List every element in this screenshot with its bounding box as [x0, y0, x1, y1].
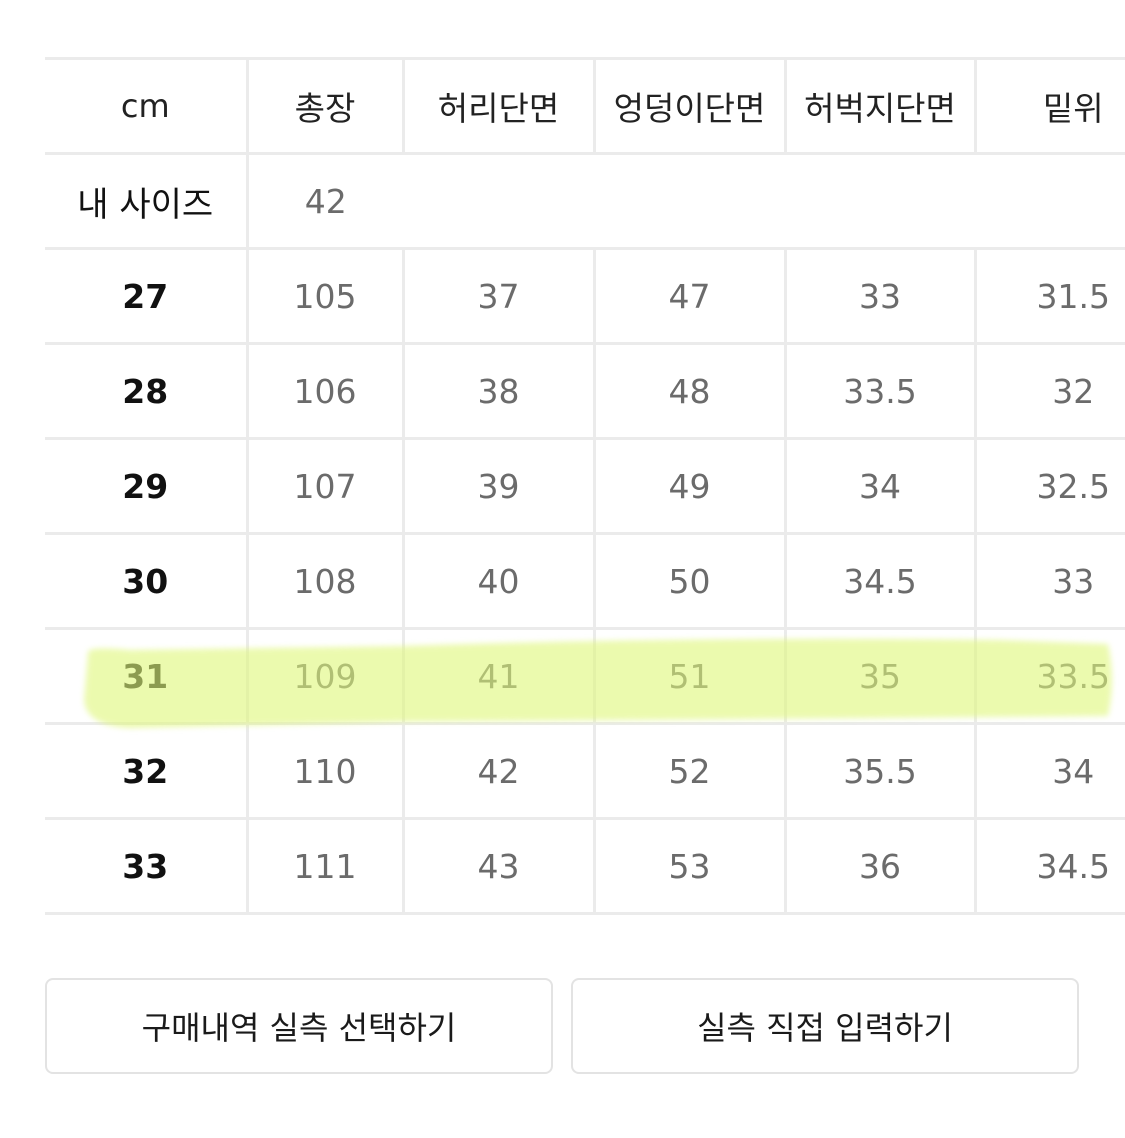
size-label: 30	[45, 532, 247, 630]
size-table: cm 총장 허리단면 엉덩이단면 허벅지단면 밑위 내 사이즈 42 27 105…	[45, 57, 1125, 915]
cell-hip: 50	[592, 532, 785, 630]
cell-thigh: 34	[783, 437, 975, 535]
cell-rise: 31.5	[973, 247, 1125, 345]
cell-total-length: 110	[245, 722, 403, 820]
size-row: 27 105 37 47 33 31.5	[45, 247, 1125, 345]
size-label: 33	[45, 817, 247, 915]
size-chart: cm 총장 허리단면 엉덩이단면 허벅지단면 밑위 내 사이즈 42 27 105…	[45, 57, 1125, 915]
size-label: 29	[45, 437, 247, 535]
my-size-total-length: 42	[245, 152, 403, 250]
cell-total-length: 105	[245, 247, 403, 345]
my-size-label: 내 사이즈	[45, 152, 247, 250]
header-thigh: 허벅지단면	[783, 57, 975, 155]
size-row: 30 108 40 50 34.5 33	[45, 532, 1125, 630]
manual-input-button[interactable]: 실측 직접 입력하기	[571, 978, 1079, 1074]
size-label: 27	[45, 247, 247, 345]
cell-hip: 53	[592, 817, 785, 915]
cell-hip: 51	[592, 627, 785, 725]
cell-thigh: 35	[783, 627, 975, 725]
size-row: 32 110 42 52 35.5 34	[45, 722, 1125, 820]
cell-total-length: 109	[245, 627, 403, 725]
cell-thigh: 36	[783, 817, 975, 915]
size-label: 32	[45, 722, 247, 820]
cell-rise: 32.5	[973, 437, 1125, 535]
cell-waist: 38	[401, 342, 594, 440]
header-row: cm 총장 허리단면 엉덩이단면 허벅지단면 밑위	[45, 57, 1125, 155]
size-row: 28 106 38 48 33.5 32	[45, 342, 1125, 440]
cell-thigh: 33	[783, 247, 975, 345]
cell-rise: 33.5	[973, 627, 1125, 725]
cell-waist: 39	[401, 437, 594, 535]
cell-rise: 33	[973, 532, 1125, 630]
cell-total-length: 111	[245, 817, 403, 915]
my-size-empty	[403, 152, 1125, 250]
cell-rise: 32	[973, 342, 1125, 440]
cell-total-length: 106	[245, 342, 403, 440]
my-size-row: 내 사이즈 42	[45, 152, 1125, 250]
size-label: 31	[45, 627, 247, 725]
size-row: 31 109 41 51 35 33.5	[45, 627, 1125, 725]
cell-waist: 42	[401, 722, 594, 820]
cell-thigh: 34.5	[783, 532, 975, 630]
cell-hip: 52	[592, 722, 785, 820]
size-row: 29 107 39 49 34 32.5	[45, 437, 1125, 535]
cell-waist: 41	[401, 627, 594, 725]
header-waist: 허리단면	[401, 57, 594, 155]
cell-total-length: 108	[245, 532, 403, 630]
header-total-length: 총장	[245, 57, 403, 155]
cell-hip: 48	[592, 342, 785, 440]
select-from-purchase-history-button[interactable]: 구매내역 실측 선택하기	[45, 978, 553, 1074]
cell-waist: 43	[401, 817, 594, 915]
size-label: 28	[45, 342, 247, 440]
cell-rise: 34	[973, 722, 1125, 820]
cell-waist: 37	[401, 247, 594, 345]
cell-thigh: 33.5	[783, 342, 975, 440]
cell-hip: 49	[592, 437, 785, 535]
cell-rise: 34.5	[973, 817, 1125, 915]
header-unit: cm	[45, 57, 247, 155]
size-row: 33 111 43 53 36 34.5	[45, 817, 1125, 915]
cell-waist: 40	[401, 532, 594, 630]
header-hip: 엉덩이단면	[592, 57, 785, 155]
cell-hip: 47	[592, 247, 785, 345]
cell-total-length: 107	[245, 437, 403, 535]
cell-thigh: 35.5	[783, 722, 975, 820]
header-rise: 밑위	[973, 57, 1125, 155]
